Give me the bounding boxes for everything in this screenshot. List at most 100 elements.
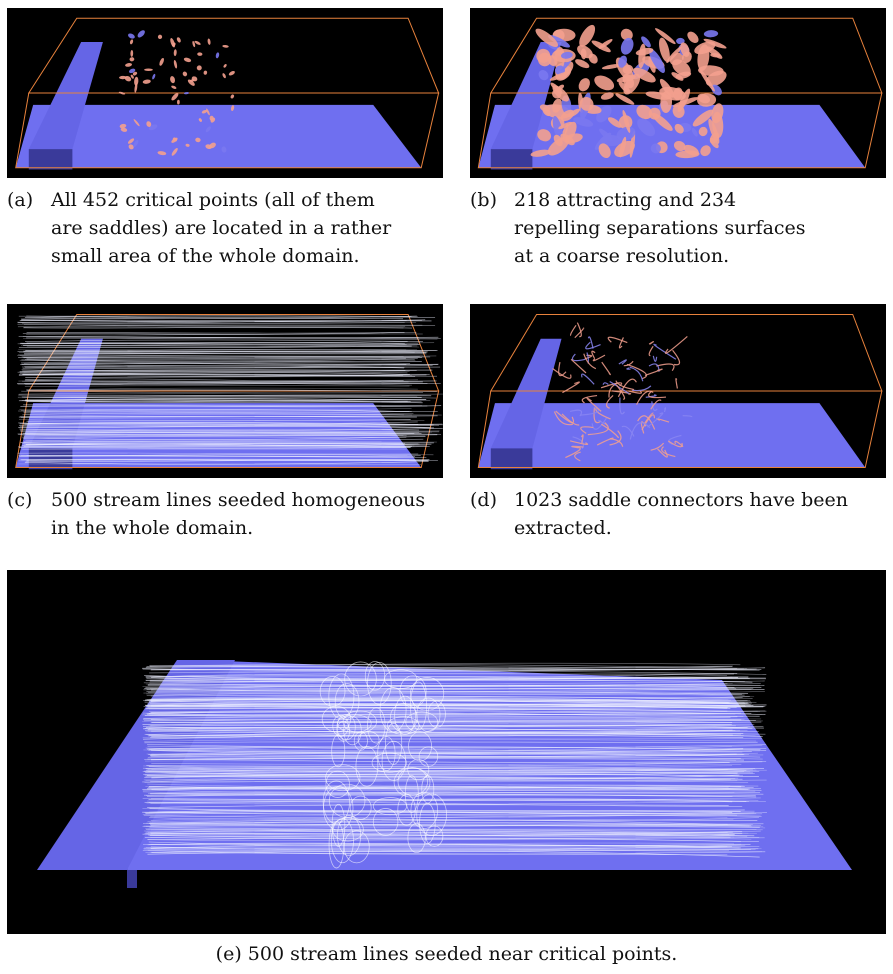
stream-line [145, 768, 765, 773]
surface-patch [206, 108, 210, 116]
floor-plane [15, 104, 422, 168]
stream-line [143, 749, 760, 753]
stream-line [24, 423, 433, 426]
stream-line [26, 337, 438, 340]
surface-patch [697, 93, 717, 107]
surface-patch [144, 68, 153, 71]
vortex-swirl [394, 695, 417, 735]
stream-line [25, 459, 428, 462]
surface-patch [573, 117, 594, 127]
stream-line [142, 797, 761, 801]
saddle-connector [571, 445, 584, 449]
surface-patch [159, 57, 164, 66]
caption-e: (e) 500 stream lines seeded near critica… [7, 940, 886, 970]
stream-line [144, 800, 733, 803]
saddle-connector [591, 417, 608, 430]
surface-patch [535, 28, 559, 48]
saddle-connector [601, 361, 611, 376]
surface-patch [127, 138, 135, 144]
stream-line [143, 691, 765, 695]
surface-patch [146, 121, 152, 127]
surface-patch [172, 137, 178, 142]
stream-line [151, 758, 744, 761]
stream-line [23, 357, 423, 359]
stream-line [149, 679, 753, 684]
stream-line [17, 452, 419, 455]
stream-line [17, 350, 438, 352]
vortex-swirl [427, 700, 446, 728]
surface-patch [620, 37, 634, 55]
surface-patch [170, 38, 176, 48]
saddle-connector [637, 415, 656, 430]
surface-patch [120, 127, 128, 132]
stream-line [145, 811, 757, 815]
surface-patch [588, 53, 598, 64]
saddle-connector [581, 394, 598, 404]
surface-patch [177, 99, 180, 105]
saddle-connector [652, 355, 658, 362]
caption-c-label: (c) [7, 489, 33, 511]
stream-line [144, 741, 758, 744]
stream-line [148, 746, 733, 752]
saddle-connector [636, 390, 654, 405]
separation-surfaces-render [477, 17, 883, 170]
stream-line [148, 799, 766, 803]
stream-line [18, 379, 418, 382]
stream-line [26, 332, 417, 334]
surface-patch [203, 70, 208, 75]
surface-patch [673, 140, 686, 152]
surface-patch [709, 132, 720, 144]
saddle-connector [647, 412, 664, 428]
vortex-swirl [385, 722, 403, 765]
stream-line [150, 829, 730, 835]
stream-line [144, 733, 744, 737]
surface-patch [579, 24, 596, 47]
panel-a-image [7, 8, 443, 178]
surface-patch [205, 126, 211, 133]
saddle-connector [552, 368, 572, 379]
surface-patch [142, 79, 151, 84]
saddle-connector [570, 358, 587, 374]
stream-line [21, 399, 422, 402]
stream-line [21, 373, 412, 377]
vortex-swirl [407, 822, 426, 854]
stream-line [24, 422, 419, 425]
saddle-connector [574, 327, 585, 339]
surface-patch [137, 30, 145, 38]
vortex-swirl [357, 731, 380, 749]
saddle-connector [561, 413, 580, 426]
vortex-swirl [367, 707, 386, 744]
vortex-swirl [410, 681, 428, 731]
saddle-connector [569, 440, 589, 446]
stream-line [22, 413, 405, 416]
stream-line [22, 336, 420, 339]
saddle-connector [580, 406, 599, 416]
stream-line [21, 442, 434, 445]
stream-line [147, 784, 744, 788]
surface-patch [530, 149, 551, 157]
vortex-swirl [419, 802, 436, 844]
stream-line [18, 417, 425, 421]
stream-line [146, 773, 759, 778]
stream-line [147, 848, 759, 852]
stream-line [21, 369, 417, 373]
stream-line [148, 711, 760, 717]
vortex-swirl [325, 770, 350, 798]
stream-line [24, 412, 412, 416]
stream-line [26, 333, 423, 336]
stream-line [18, 392, 443, 395]
saddle-connector [593, 407, 602, 424]
stream-line [25, 378, 404, 382]
caption-e-label: (e) [215, 943, 242, 965]
saddle-connector [605, 394, 614, 409]
stream-line [145, 824, 766, 829]
saddle-connector [648, 341, 654, 345]
stream-line [143, 687, 754, 692]
surface-patch [659, 78, 675, 98]
panel-c-image [7, 304, 443, 478]
stream-line [23, 395, 428, 398]
stream-line [146, 762, 730, 767]
surface-patch [129, 57, 135, 62]
surface-patch [622, 109, 631, 133]
step-block [28, 42, 103, 150]
